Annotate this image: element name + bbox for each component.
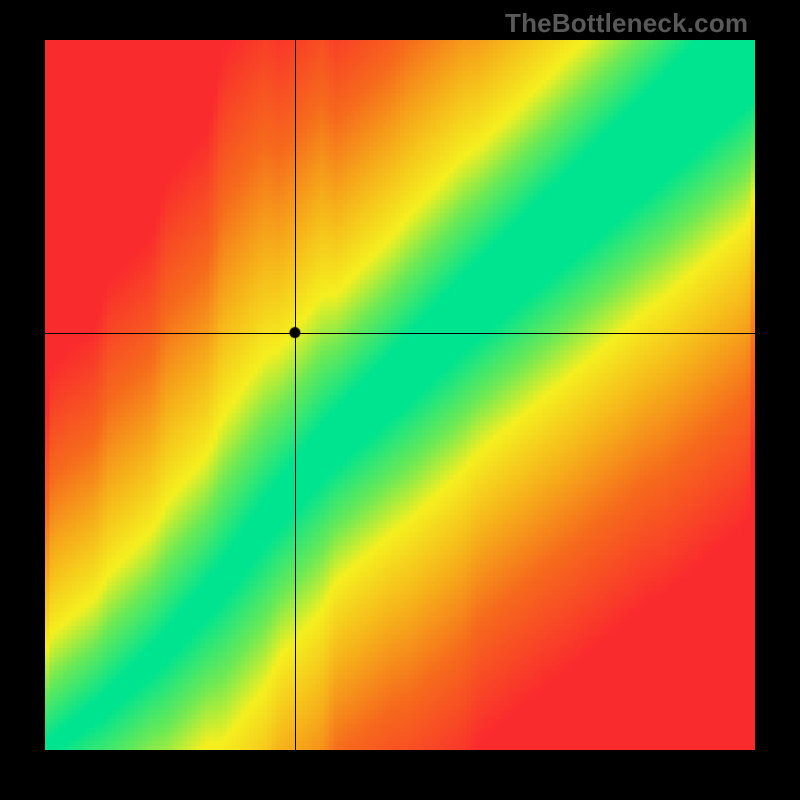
marker-canvas: [45, 40, 755, 750]
plot-area: [45, 40, 755, 750]
watermark-text: TheBottleneck.com: [505, 8, 748, 39]
